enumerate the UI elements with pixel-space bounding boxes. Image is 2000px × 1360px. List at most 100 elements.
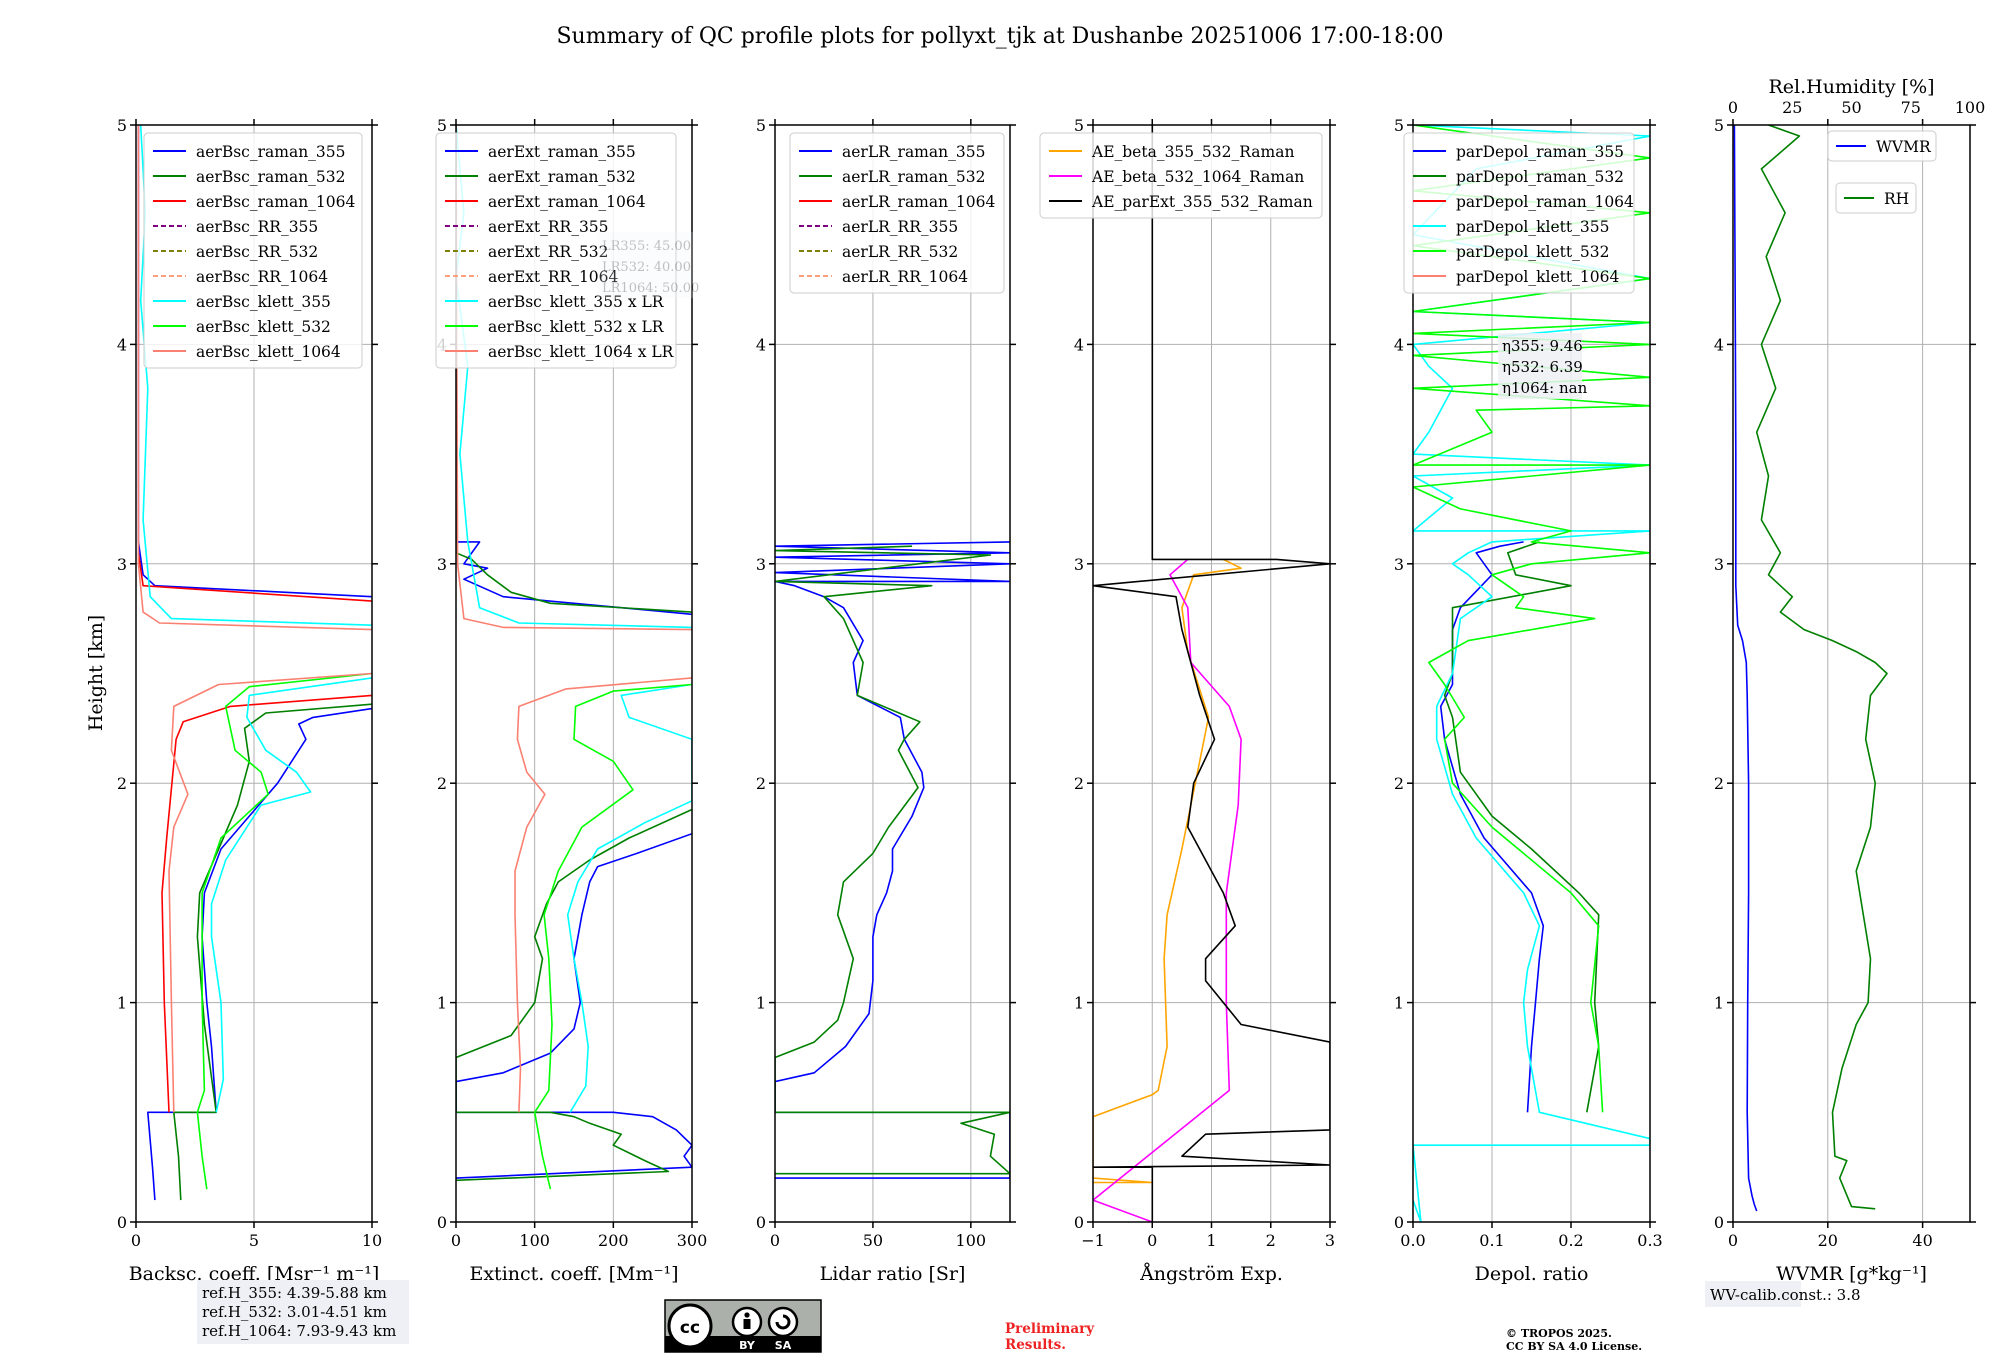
- legend-label: aerLR_RR_355: [842, 218, 958, 236]
- sa-label: SA: [775, 1339, 792, 1352]
- by-label: BY: [739, 1339, 756, 1352]
- y-tick-label: 1: [437, 994, 447, 1013]
- series-line-aerbsc-klett-355: [210, 677, 372, 1113]
- y-tick-label: 2: [1714, 774, 1724, 793]
- legend-label: aerExt_raman_532: [488, 168, 636, 186]
- annotation-line: η1064: nan: [1502, 379, 1588, 397]
- series-line-aerbsc-raman-355: [147, 707, 372, 1201]
- legend-label: parDepol_klett_1064: [1456, 268, 1619, 286]
- annotation-line: LR532: 40.00: [602, 260, 691, 275]
- x2-tick-label: 0: [1728, 98, 1738, 117]
- x-tick-label: 0: [131, 1231, 141, 1250]
- legend-box: [435, 132, 677, 369]
- legend-label: RH: [1884, 190, 1909, 208]
- series-line-aerlr-raman-532: [775, 545, 1010, 1175]
- legend-label: AE_beta_355_532_Raman: [1091, 143, 1294, 161]
- y-tick-label: 3: [756, 555, 766, 574]
- legend-label: aerBsc_klett_532 x LR: [488, 318, 665, 336]
- cc-license-badge: cc BY SA: [664, 1299, 822, 1353]
- y-tick-label: 2: [1074, 774, 1084, 793]
- wv-calib-box: WV-calib.const.: 3.8: [1705, 1281, 1861, 1307]
- series-group: [1413, 125, 1650, 1222]
- legend-label: aerBsc_RR_355: [196, 218, 318, 236]
- series-line-aerext-klett-355: [566, 683, 692, 1113]
- legend-label: aerExt_raman_355: [488, 143, 636, 161]
- x-tick-label: 0.2: [1558, 1231, 1583, 1250]
- x-tick-label: 0.3: [1637, 1231, 1662, 1250]
- axes-frame: [455, 124, 693, 1223]
- series-line-aerext-upper-532: [456, 125, 692, 613]
- legend-label: aerBsc_klett_355 x LR: [488, 293, 665, 311]
- x-tick-label: 5: [249, 1231, 259, 1250]
- series-line-aerext-upper-355: [456, 125, 692, 616]
- series-line-aerbsc-klett-1064: [168, 672, 372, 1113]
- series-line-rh: [1755, 125, 1888, 1210]
- series-line-aerext-raman-355: [456, 832, 692, 1179]
- series-line-aerext-upper-salmon: [456, 125, 692, 631]
- eta-annotation: η355: 9.46 η532: 6.39 η1064: nan: [1498, 333, 1588, 399]
- legend-label: aerBsc_klett_1064 x LR: [488, 343, 675, 361]
- series-line-aerext-raman-532: [456, 808, 692, 1182]
- legend-label: parDepol_raman_355: [1456, 143, 1624, 161]
- series-group: [775, 541, 1010, 1179]
- y-tick-label: 3: [1714, 555, 1724, 574]
- series-line-pardepol-klett-355: [1413, 125, 1650, 1222]
- legend-label: parDepol_klett_355: [1456, 218, 1609, 236]
- x-tick-label: 200: [598, 1231, 629, 1250]
- y-tick-label: 4: [1394, 335, 1404, 354]
- x-tick-label: 20: [1818, 1231, 1838, 1250]
- x-tick-label: 10: [362, 1231, 382, 1250]
- x-tick-label: 3: [1325, 1231, 1335, 1250]
- y-tick-label: 3: [1394, 555, 1404, 574]
- x2-tick-label: 25: [1782, 98, 1802, 117]
- legend-label: aerBsc_raman_532: [196, 168, 346, 186]
- legend-label: aerLR_raman_355: [842, 143, 985, 161]
- x-tick-label: 100: [956, 1231, 987, 1250]
- legend-box: [1039, 132, 1323, 219]
- legend-label: aerBsc_RR_532: [196, 243, 318, 261]
- legend-box: [143, 132, 363, 369]
- wv-calib-text: WV-calib.const.: 3.8: [1710, 1286, 1861, 1304]
- y-tick-label: 1: [756, 994, 766, 1013]
- legend-label: parDepol_klett_532: [1456, 243, 1609, 261]
- ref-height-355: ref.H_355: 4.39-5.88 km: [202, 1284, 387, 1302]
- legend-label: aerExt_RR_532: [488, 243, 609, 261]
- legend-box: [1403, 132, 1635, 294]
- y-tick-label: 0: [1714, 1213, 1724, 1232]
- legend-label: aerLR_raman_1064: [842, 193, 995, 211]
- x-axis-label: Depol. ratio: [1475, 1263, 1589, 1285]
- x-tick-label: −1: [1081, 1231, 1105, 1250]
- x2-tick-label: 100: [1955, 98, 1986, 117]
- annotation-line: LR1064: 50.00: [602, 281, 699, 296]
- panel-3: 0 50 100 0 1 2 3 4 5 Lidar ratio [Sr] aerLR_raman_…: [756, 116, 1016, 1285]
- series-group: [1733, 125, 1888, 1212]
- y-tick-label: 1: [1074, 994, 1084, 1013]
- y-tick-label: 0: [117, 1213, 127, 1232]
- x-tick-label: 100: [519, 1231, 550, 1250]
- annotation-bg: [598, 232, 693, 298]
- legend-label: aerBsc_klett_1064: [196, 343, 341, 361]
- x2-tick-label: 50: [1841, 98, 1861, 117]
- x-axis-label: Extinct. coeff. [Mm⁻¹]: [469, 1263, 678, 1285]
- x-axis-label: WVMR [g*kg⁻¹]: [1776, 1263, 1927, 1285]
- series-line-aerbsc-raman-1064: [161, 694, 372, 1113]
- wv-calib-bg: [1705, 1281, 1801, 1307]
- y-tick-label: 3: [1074, 555, 1084, 574]
- y-tick-label: 1: [117, 994, 127, 1013]
- y-tick-label: 4: [117, 335, 127, 354]
- y-tick-label: 5: [756, 116, 766, 135]
- ref-height-532: ref.H_532: 3.01-4.51 km: [202, 1303, 387, 1321]
- y-tick-label: 4: [756, 335, 766, 354]
- legend-label: aerExt_RR_355: [488, 218, 609, 236]
- preliminary-label-line2: Results.: [1005, 1337, 1066, 1353]
- x-tick-label: 0: [770, 1231, 780, 1250]
- y-tick-label: 0: [756, 1213, 766, 1232]
- legend-label: aerBsc_raman_355: [196, 143, 346, 161]
- y-tick-label: 2: [1394, 774, 1404, 793]
- series-line-ae-beta-355-532-raman: [1093, 558, 1242, 1184]
- y-tick-label: 0: [1074, 1213, 1084, 1232]
- x-tick-label: 1: [1206, 1231, 1216, 1250]
- series-line-aerext-klett-1064: [514, 677, 692, 1113]
- x-axis-label: Backsc. coeff. [Msr⁻¹ m⁻¹]: [129, 1263, 380, 1285]
